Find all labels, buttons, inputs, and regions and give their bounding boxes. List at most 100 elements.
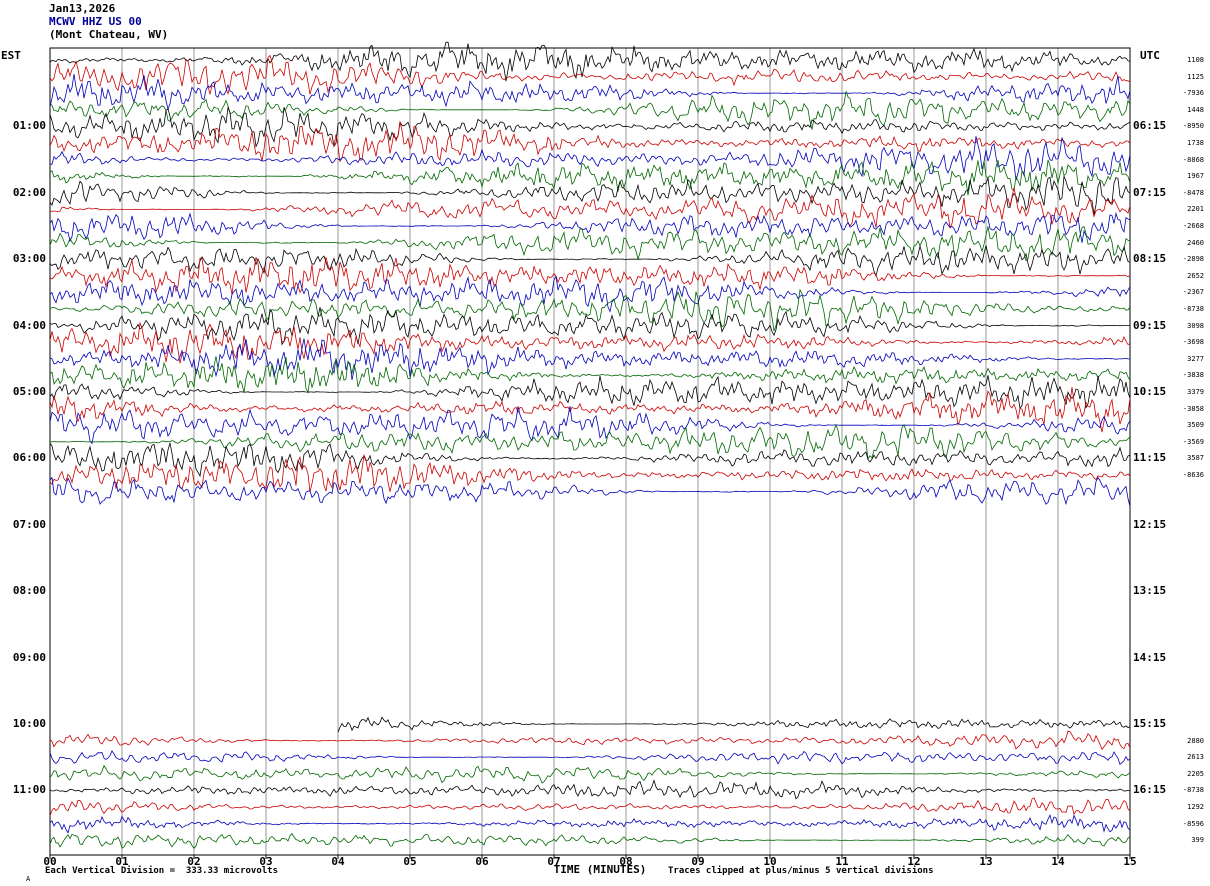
location-label: (Mont Chateau, WV): [49, 28, 169, 41]
right-margin-value: -8868: [1182, 155, 1204, 164]
right-margin-value: -8738: [1182, 786, 1204, 795]
right-time-label: 13:15: [1133, 584, 1167, 598]
left-time-label: 01:00: [12, 119, 46, 133]
right-time-label: 16:15: [1133, 783, 1167, 797]
minute-tick-label: 02: [187, 855, 201, 868]
right-margin-value: -8596: [1182, 819, 1204, 828]
trace-row-0245: [49, 226, 1131, 262]
date-label: Jan13,2026: [49, 2, 116, 15]
trace-row-1100: [49, 779, 1131, 800]
right-time-label: 14:15: [1133, 650, 1167, 664]
trace-row-1115: [49, 797, 1131, 817]
left-time-label: 06:00: [12, 451, 46, 465]
trace-row-0015: [49, 54, 1131, 96]
trace-row-0130: [49, 136, 1131, 181]
right-margin-value: 3098: [1187, 321, 1204, 330]
right-margin-value: -3569: [1182, 437, 1204, 446]
left-time-label: 04:00: [12, 318, 46, 332]
right-margin-value: 1108: [1187, 56, 1204, 64]
trace-row-0600: [49, 442, 1131, 478]
trace-row-1130: [49, 813, 1131, 834]
trace-row-0415: [49, 321, 1131, 364]
trace-row-0115: [49, 121, 1131, 163]
right-margin-value: -3838: [1182, 371, 1204, 380]
right-time-label: 09:15: [1133, 318, 1167, 332]
trace-row-0300: [49, 244, 1131, 278]
trace-row-1015: [49, 730, 1131, 751]
trace-row-0045: [49, 91, 1131, 130]
utc-label: UTC: [1140, 49, 1160, 62]
right-margin-value: 3277: [1187, 354, 1204, 363]
right-margin-value: 2460: [1187, 238, 1204, 247]
left-time-label: 03:00: [12, 252, 46, 266]
minute-tick-label: 15: [1123, 855, 1137, 868]
trace-row-0630: [49, 476, 1131, 507]
minute-tick-label: 01: [115, 855, 129, 868]
trace-row-0315: [49, 257, 1131, 295]
right-margin-value: 1292: [1187, 803, 1204, 811]
trace-row-1030: [49, 750, 1131, 765]
right-margin-value: 3379: [1187, 388, 1204, 396]
right-time-label: 10:15: [1133, 385, 1167, 398]
right-time-label: 06:15: [1133, 119, 1167, 133]
right-margin-value: 3587: [1187, 454, 1204, 463]
minute-tick-label: 00: [43, 855, 57, 868]
minute-tick-label: 04: [331, 855, 345, 868]
corner-mark: A: [26, 875, 31, 883]
trace-row-0000: [49, 41, 1131, 82]
minute-tick-label: 03: [259, 855, 273, 868]
trace-row-0530: [49, 406, 1131, 445]
right-margin-value: -3858: [1182, 404, 1204, 413]
trace-row-0445: [49, 356, 1131, 394]
right-margin-value: 399: [1191, 836, 1204, 845]
trace-row-0330: [49, 275, 1131, 313]
minute-tick-label: 08: [619, 855, 633, 868]
minute-tick-label: 14: [1051, 855, 1065, 868]
minute-tick-label: 11: [835, 855, 849, 868]
right-margin-value: -2668: [1182, 222, 1204, 230]
trace-row-0430: [49, 338, 1131, 380]
right-margin-value: -8950: [1182, 122, 1204, 131]
right-margin-value: -8478: [1182, 188, 1204, 197]
trace-row-0100: [49, 106, 1131, 148]
right-margin-value: 2652: [1187, 271, 1204, 280]
left-time-label: 11:00: [12, 783, 46, 797]
right-margin-value: 2201: [1187, 205, 1204, 214]
trace-row-1045: [49, 764, 1131, 784]
trace-row-0400: [49, 307, 1130, 346]
right-margin-value: 1967: [1187, 172, 1204, 181]
trace-row-0230: [49, 211, 1131, 243]
right-margin-value: -8636: [1182, 471, 1204, 479]
minute-tick-label: 09: [691, 855, 705, 868]
trace-row-0500: [49, 375, 1131, 410]
est-label: EST: [1, 49, 21, 62]
trace-row-0345: [49, 288, 1131, 332]
left-time-label: 05:00: [12, 385, 46, 398]
right-margin-value: 2205: [1187, 769, 1204, 778]
left-time-label: 07:00: [12, 517, 46, 531]
right-time-label: 11:15: [1133, 451, 1167, 465]
right-time-label: 15:15: [1133, 717, 1167, 730]
right-margin-value: -2367: [1182, 288, 1204, 297]
right-margin-value: -2898: [1182, 255, 1204, 264]
trace-row-1145: [49, 832, 1131, 849]
right-margin-value: 2613: [1187, 753, 1204, 762]
minute-tick-label: 07: [547, 855, 561, 868]
trace-row-0200: [49, 175, 1131, 215]
right-time-label: 07:15: [1133, 185, 1167, 199]
right-margin-value: 1738: [1187, 139, 1204, 147]
minute-tick-label: 12: [907, 855, 921, 868]
scale-note: Each Vertical Division = 333.33 microvol…: [45, 866, 278, 876]
left-time-label: 08:00: [12, 584, 46, 598]
trace-row-0545: [49, 423, 1131, 461]
station-label: MCWV HHZ US 00: [49, 15, 142, 28]
right-margin-value: -7936: [1182, 89, 1204, 98]
minute-tick-label: 06: [475, 855, 489, 868]
right-margin-value: 3509: [1187, 421, 1204, 430]
minute-tick-label: 05: [403, 855, 417, 868]
right-margin-value: 2880: [1187, 736, 1204, 745]
trace-row-0030: [49, 73, 1131, 111]
left-time-label: 09:00: [12, 650, 46, 664]
